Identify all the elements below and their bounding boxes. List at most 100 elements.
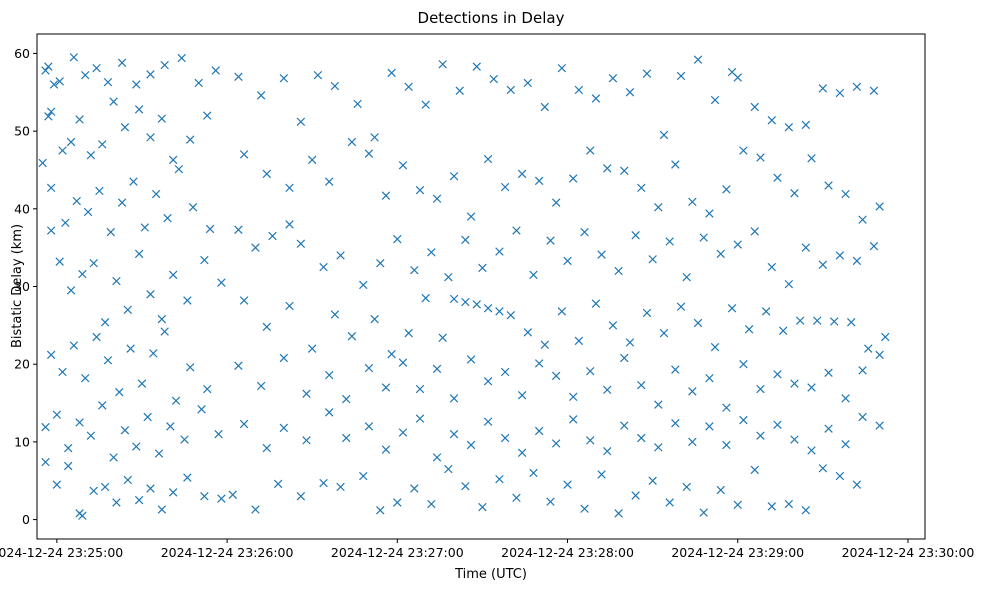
data-point <box>739 415 748 425</box>
data-point <box>66 286 76 295</box>
data-point <box>841 189 850 199</box>
data-point <box>296 117 306 127</box>
data-point <box>364 149 374 158</box>
data-point <box>44 62 53 71</box>
data-point <box>415 185 425 195</box>
data-point <box>86 431 96 440</box>
data-point <box>143 412 152 422</box>
data-point <box>46 350 56 360</box>
data-point <box>319 478 328 488</box>
data-point <box>716 249 725 259</box>
data-point <box>500 367 510 377</box>
data-point <box>168 270 178 280</box>
data-point <box>279 74 289 83</box>
data-point <box>744 325 754 334</box>
data-point <box>387 68 396 78</box>
data-point <box>146 290 155 299</box>
data-point <box>239 296 249 305</box>
data-point <box>449 171 459 181</box>
data-point <box>262 169 272 179</box>
data-point <box>852 82 862 92</box>
data-point <box>671 365 680 374</box>
data-point <box>69 341 79 350</box>
data-point <box>427 499 436 509</box>
data-point <box>228 490 237 499</box>
y-tick-label: 20 <box>14 357 30 372</box>
data-point <box>790 189 799 198</box>
data-point <box>642 69 652 78</box>
data-point <box>296 492 306 501</box>
data-point <box>654 203 663 212</box>
data-point <box>529 270 538 280</box>
data-point <box>134 495 144 505</box>
data-point <box>95 186 104 196</box>
data-point <box>55 257 64 266</box>
data-point <box>875 421 884 430</box>
data-point <box>688 387 697 396</box>
data-point <box>807 383 816 392</box>
data-point <box>722 440 731 450</box>
data-point <box>115 387 124 397</box>
data-point <box>381 383 391 392</box>
data-point <box>483 417 493 426</box>
data-point <box>92 63 101 73</box>
data-point <box>512 226 521 235</box>
data-point <box>637 433 646 443</box>
data-point <box>157 505 167 514</box>
data-point <box>801 506 811 515</box>
data-point <box>591 299 601 308</box>
data-point <box>659 328 669 338</box>
data-point <box>438 333 447 343</box>
data-point <box>461 297 470 307</box>
data-point <box>722 403 731 412</box>
y-tick-label: 10 <box>14 434 30 449</box>
data-point <box>466 212 476 221</box>
data-point <box>444 272 453 282</box>
data-point <box>89 486 98 496</box>
data-point <box>381 445 391 454</box>
x-axis: 2024-12-24 23:25:00 2024-12-24 23:26:00 20… <box>0 539 974 560</box>
data-point <box>239 419 249 429</box>
data-point <box>603 164 612 173</box>
data-point <box>568 415 578 424</box>
data-point <box>637 183 646 193</box>
data-point <box>654 400 663 409</box>
data-point <box>160 327 169 336</box>
data-point <box>586 366 595 376</box>
data-point <box>568 174 578 183</box>
data-point <box>517 448 527 457</box>
data-point <box>234 225 243 235</box>
data-point <box>132 442 141 451</box>
data-point <box>517 391 527 400</box>
data-point <box>597 250 606 259</box>
data-point <box>506 85 516 95</box>
data-point <box>852 256 862 266</box>
data-point <box>44 112 53 121</box>
data-point <box>217 494 226 503</box>
data-point <box>778 326 788 336</box>
data-point <box>100 318 110 327</box>
data-point <box>563 256 572 266</box>
data-point <box>710 95 720 105</box>
data-point <box>608 321 618 330</box>
data-point <box>551 371 561 381</box>
data-point <box>483 304 493 313</box>
data-point <box>41 457 50 467</box>
data-point <box>330 310 340 319</box>
data-point <box>767 262 777 272</box>
y-tick-label: 30 <box>14 279 30 294</box>
data-point <box>149 349 158 358</box>
data-point <box>202 111 212 120</box>
data-point <box>146 70 155 79</box>
data-point <box>296 239 306 248</box>
data-point <box>489 74 498 84</box>
data-point <box>202 384 212 394</box>
data-point <box>106 227 115 237</box>
data-point <box>134 105 144 114</box>
data-point <box>112 498 121 507</box>
data-point <box>393 234 402 244</box>
x-tick-label: 2024-12-24 23:28:00 <box>501 545 634 560</box>
data-point <box>546 236 555 245</box>
data-point <box>586 436 595 445</box>
data-point <box>767 116 777 125</box>
